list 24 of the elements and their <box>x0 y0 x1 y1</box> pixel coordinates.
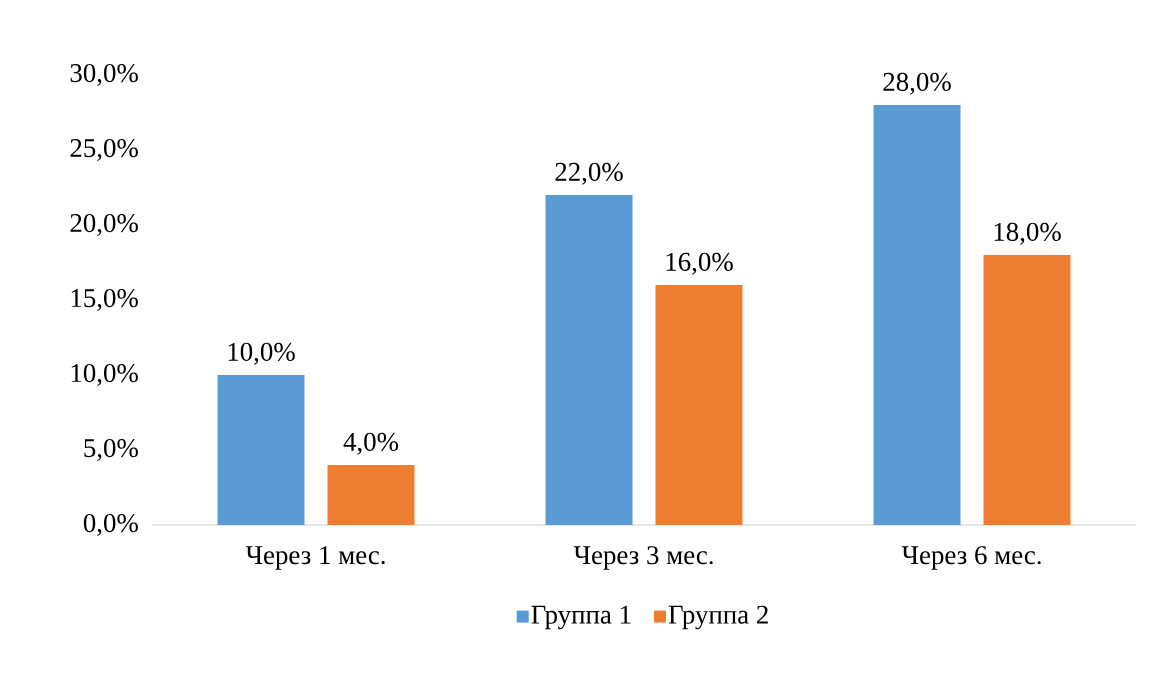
y-tick-label: 10,0% <box>71 363 138 386</box>
y-tick-label: 20,0% <box>70 213 138 236</box>
legend-label: Группа 2 <box>668 605 768 630</box>
y-tick-label: 15,0% <box>71 288 138 311</box>
y-tick-label: 30,0% <box>70 63 138 86</box>
bar <box>327 464 415 525</box>
bar <box>217 374 305 525</box>
data-label: 16,0% <box>666 252 733 275</box>
data-label: 18,0% <box>994 222 1061 245</box>
bar <box>655 284 743 525</box>
bar <box>873 104 961 525</box>
x-tick-label: Через 1 мес. <box>245 546 385 570</box>
x-tick-label: Через 3 мес. <box>573 546 713 570</box>
bar <box>983 254 1071 525</box>
data-label: 22,0% <box>555 162 623 185</box>
x-tick-label: Через 6 мес. <box>901 546 1041 570</box>
y-tick-label: 5,0% <box>84 438 138 461</box>
data-label: 4,0% <box>343 432 399 455</box>
data-label: 28,0% <box>883 72 951 95</box>
y-tick-label: 25,0% <box>70 138 138 161</box>
y-tick-label: 0,0% <box>83 513 138 536</box>
data-label: 10,0% <box>228 342 295 365</box>
bar <box>545 194 633 525</box>
legend-label: Группа 1 <box>531 605 631 630</box>
